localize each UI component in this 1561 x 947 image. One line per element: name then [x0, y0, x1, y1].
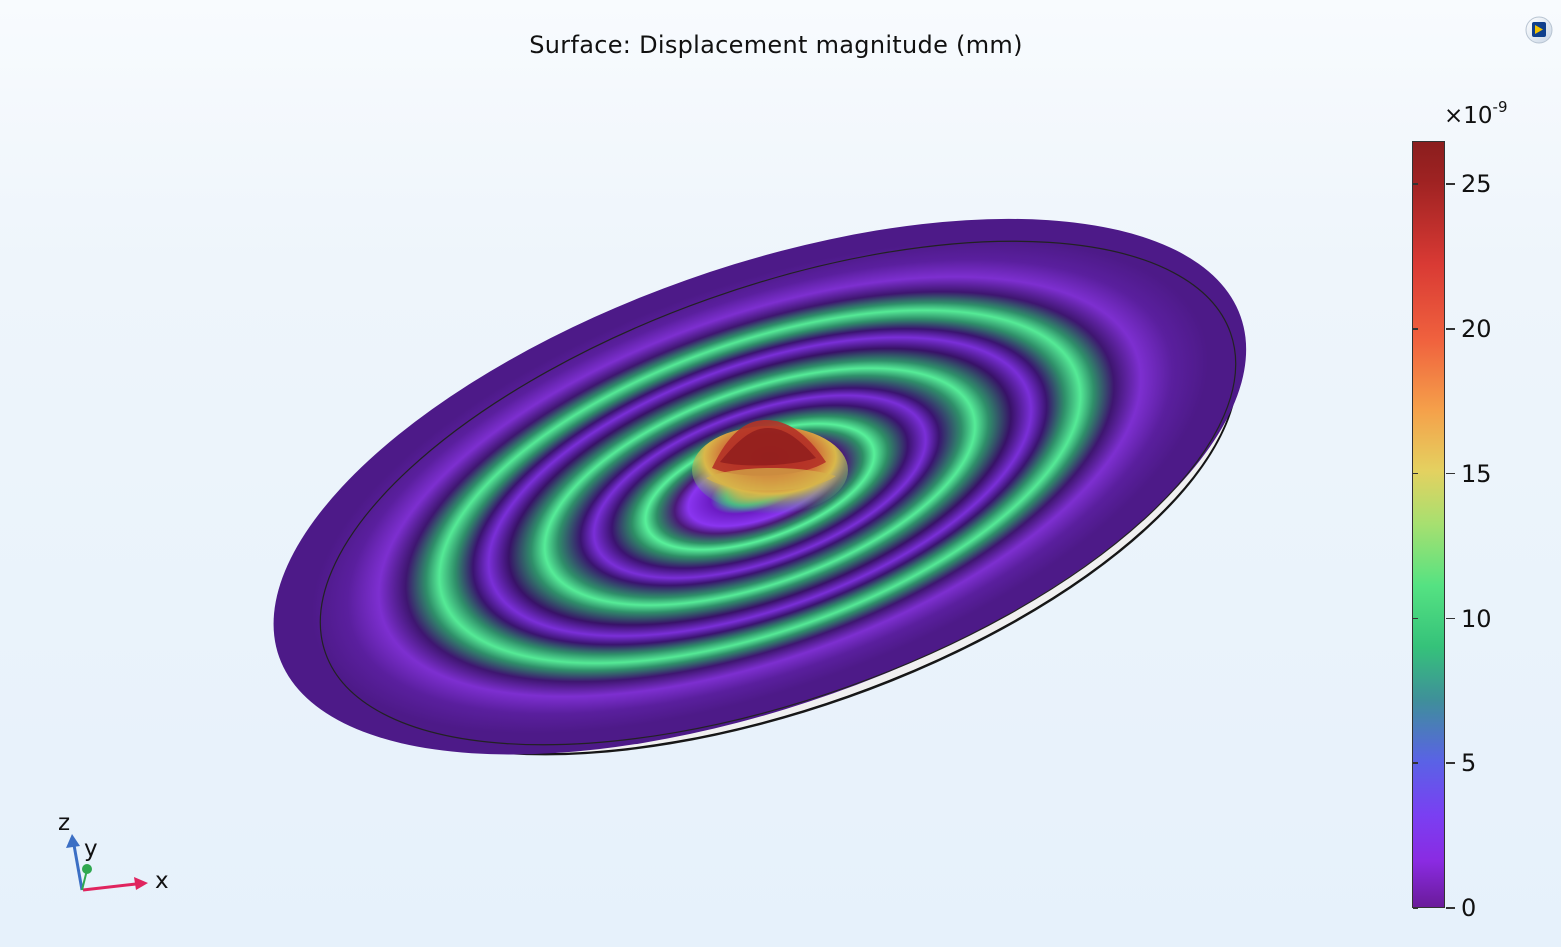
colorbar-tick-inner	[1413, 183, 1418, 185]
colorbar-tick-inner	[1413, 617, 1418, 620]
colorbar-tick-label: 25	[1461, 170, 1492, 199]
colorbar-exponent-base: ×10	[1444, 103, 1493, 129]
colorbar-tick-inner	[1413, 907, 1418, 909]
colorbar-exponent: ×10-9	[1444, 98, 1508, 129]
plate-outline	[319, 240, 1237, 746]
colorbar-exponent-power: -9	[1492, 98, 1508, 116]
displacement-peak	[692, 420, 848, 514]
colorbar-tick-inner	[1413, 762, 1418, 764]
colorbar-tick-label: 15	[1461, 459, 1492, 488]
colorbar-tick	[1446, 472, 1455, 475]
x-axis-arrow	[82, 882, 137, 892]
colorbar-tick	[1446, 328, 1455, 330]
z-axis-arrow	[72, 844, 84, 891]
colorbar	[1412, 141, 1445, 908]
axes-triad[interactable]	[66, 834, 148, 892]
x-axis-label: x	[155, 868, 169, 894]
graphics-window-icon[interactable]	[1523, 14, 1555, 46]
colorbar-tick-label: 0	[1461, 894, 1477, 922]
colorbar-tick	[1446, 617, 1455, 620]
y-axis-marker	[82, 864, 92, 874]
colorbar-tick	[1446, 907, 1455, 909]
z-axis-label: z	[58, 810, 71, 836]
colorbar-tick	[1446, 183, 1455, 185]
colorbar-tick-label: 20	[1461, 315, 1492, 344]
plot-title: Surface: Displacement magnitude (mm)	[529, 31, 1023, 59]
y-axis-label: y	[84, 836, 98, 862]
colorbar-tick-label: 5	[1461, 749, 1477, 778]
colorbar-tick-inner	[1413, 472, 1418, 475]
colorbar-tick-label: 10	[1461, 604, 1492, 633]
colorbar-tick-inner	[1413, 328, 1418, 330]
colorbar-tick	[1446, 762, 1455, 764]
surface-plot-3d[interactable]	[0, 0, 1400, 947]
